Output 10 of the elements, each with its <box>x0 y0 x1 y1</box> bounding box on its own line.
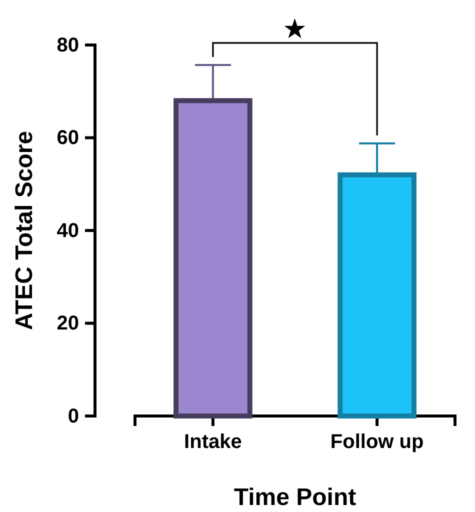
y-axis-title: ATEC Total Score <box>11 130 38 330</box>
x-axis-title: Time Point <box>234 484 356 511</box>
y-tick-label: 0 <box>68 405 79 428</box>
x-tick-label: Follow up <box>330 431 424 454</box>
y-tick-label: 40 <box>56 220 79 242</box>
significance-bracket: ★ <box>212 16 378 136</box>
y-tick-label: 20 <box>56 312 79 335</box>
y-tick-label: 80 <box>56 34 79 56</box>
y-tick-label: 60 <box>56 127 79 150</box>
x-tick-label: Intake <box>184 431 242 454</box>
